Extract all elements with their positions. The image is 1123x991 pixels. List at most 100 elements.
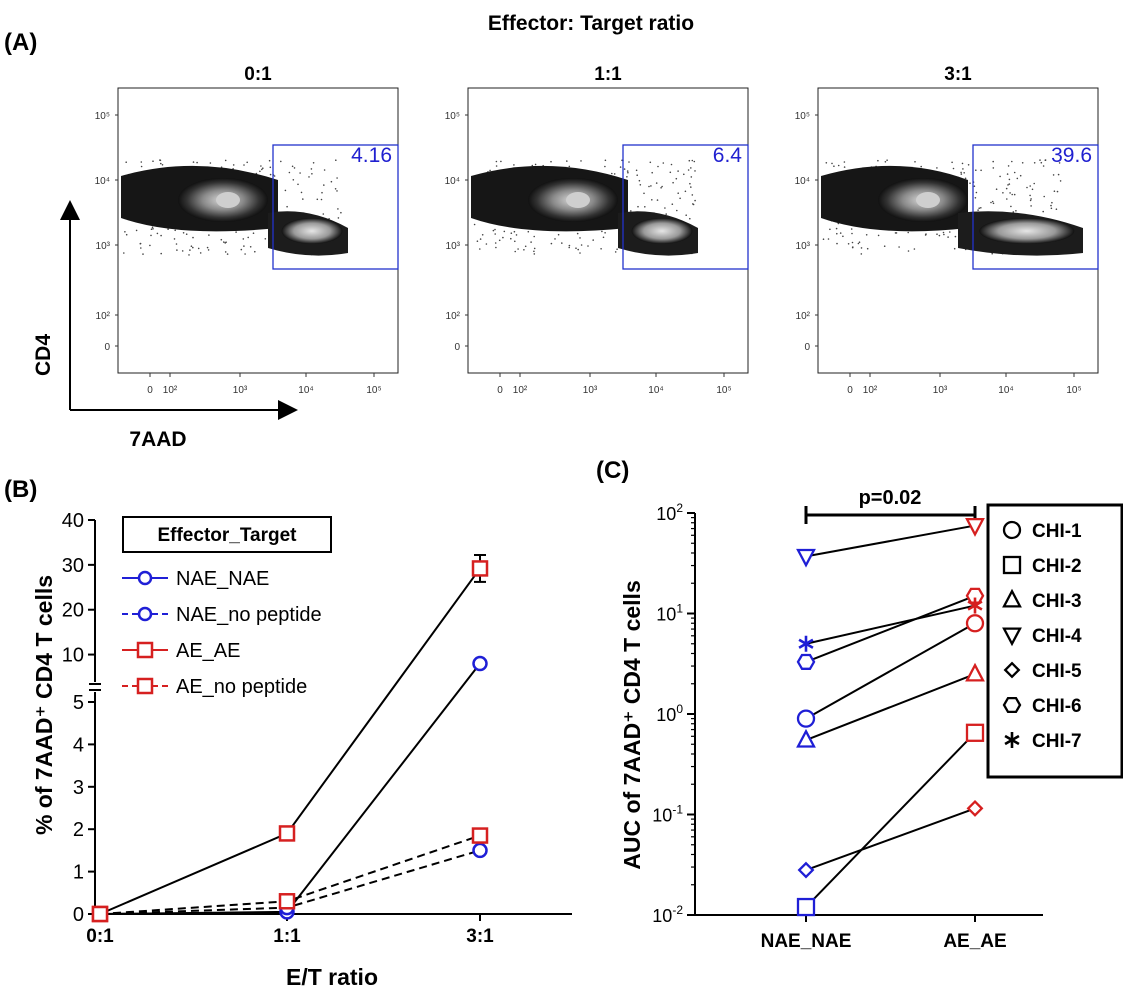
event-dot	[575, 247, 577, 249]
event-dot	[1040, 161, 1043, 164]
event-dot	[533, 235, 535, 238]
event-dot	[524, 245, 527, 248]
flow-x-tick-label: 0	[847, 385, 853, 396]
flow-x-tick-label: 10²	[163, 385, 178, 396]
event-dot	[1019, 174, 1022, 177]
event-dot	[898, 246, 900, 248]
event-dot	[286, 205, 288, 208]
flow-y-tick-label: 0	[454, 342, 460, 353]
event-dot	[850, 228, 853, 230]
event-dot	[527, 230, 530, 233]
event-dot	[692, 203, 695, 206]
event-dot	[999, 175, 1001, 178]
event-dot	[225, 241, 227, 243]
legend-marker	[137, 606, 153, 622]
event-dot	[142, 253, 144, 255]
event-dot	[644, 206, 646, 208]
event-dot	[961, 162, 964, 165]
y-axis-label: AUC of 7AAD⁺ CD4 T cells	[619, 580, 645, 869]
event-dot	[1021, 162, 1024, 164]
legend-label: CHI-6	[1032, 696, 1082, 717]
panel-b-chart: 0 1 2 3 4 5 10 20 30 40 0:1 1:1 3:1 E/T ratio % of 7AA…	[31, 510, 572, 990]
event-dot	[1033, 182, 1035, 185]
event-dot	[566, 160, 568, 162]
event-dot	[691, 159, 694, 162]
event-dot	[330, 180, 333, 183]
flow-y-tick-label: 10⁴	[95, 176, 110, 187]
event-dot	[857, 242, 860, 245]
event-dot	[951, 161, 953, 164]
panel-a-label: (A)	[4, 29, 37, 56]
event-dot	[636, 174, 638, 176]
gate-value: 6.4	[713, 144, 743, 167]
event-dot	[616, 248, 618, 250]
event-dot	[500, 160, 502, 163]
flow-plot-2: 1:1 6.4 10⁵ 10⁴ 10³ 10² 0 0 10² 10³ 10⁴ 10⁵	[445, 64, 749, 396]
event-dot	[1059, 180, 1062, 182]
event-dot	[123, 252, 125, 254]
flow-x-tick-label: 10²	[513, 385, 528, 396]
event-dot	[254, 250, 256, 253]
event-dot	[182, 232, 185, 234]
event-dot	[952, 167, 955, 170]
event-dot	[688, 159, 691, 162]
legend: CHI-1 CHI-2 CHI-3 CHI-4 CHI-5 CHI-6 CHI-7	[986, 503, 1123, 779]
y-axis-label: % of 7AAD⁺ CD4 T cells	[31, 575, 57, 835]
event-dot	[960, 171, 962, 174]
event-dot	[949, 231, 951, 233]
y-tick-label: 10-2	[652, 903, 683, 926]
legend-title-box	[122, 516, 332, 553]
event-dot	[650, 185, 652, 187]
event-dot	[687, 169, 690, 171]
data-point	[966, 799, 984, 817]
event-dot	[883, 245, 886, 247]
event-dot	[494, 228, 496, 231]
event-dot	[159, 159, 162, 162]
event-dot	[220, 238, 223, 241]
event-dot	[990, 201, 992, 204]
gate-box	[622, 144, 749, 270]
event-dot	[670, 163, 673, 166]
event-dot	[140, 165, 143, 168]
population-core-positive	[281, 218, 343, 244]
event-dot	[156, 232, 159, 235]
legend-marker	[1004, 732, 1020, 748]
event-dot	[1050, 204, 1052, 207]
flow-y-tick-label: 10²	[796, 311, 811, 322]
event-dot	[308, 176, 310, 178]
event-dot	[684, 190, 687, 193]
event-dot	[514, 240, 516, 243]
flow-x-tick-label: 10⁵	[366, 385, 381, 396]
event-dot	[235, 231, 237, 233]
event-dot	[833, 165, 835, 167]
event-dot	[967, 164, 970, 166]
subject-chi-2	[796, 723, 985, 917]
event-dot	[160, 234, 162, 237]
event-dot	[974, 197, 977, 199]
event-dot	[1016, 177, 1019, 180]
event-dot	[877, 234, 880, 237]
event-dot	[975, 169, 977, 171]
event-dot	[604, 165, 606, 168]
event-dot	[677, 170, 679, 172]
event-dot	[244, 253, 246, 255]
subject-chi-4	[796, 518, 985, 568]
event-dot	[691, 194, 694, 196]
population-peak-negative	[216, 192, 240, 208]
event-dot	[1042, 210, 1044, 213]
event-dot	[962, 168, 964, 170]
event-dot	[293, 167, 296, 169]
event-dot	[664, 207, 666, 209]
event-dot	[992, 202, 995, 205]
tick-exponent: 1	[676, 602, 683, 616]
flow-x-tick-label: 10³	[233, 385, 248, 396]
event-dot	[877, 159, 879, 162]
y-tick-label: 1	[73, 862, 84, 884]
event-dot	[533, 247, 536, 250]
event-dot	[1056, 190, 1059, 193]
event-dot	[977, 209, 979, 211]
event-dot	[197, 247, 200, 250]
flow-x-tick-label: 0	[147, 385, 153, 396]
